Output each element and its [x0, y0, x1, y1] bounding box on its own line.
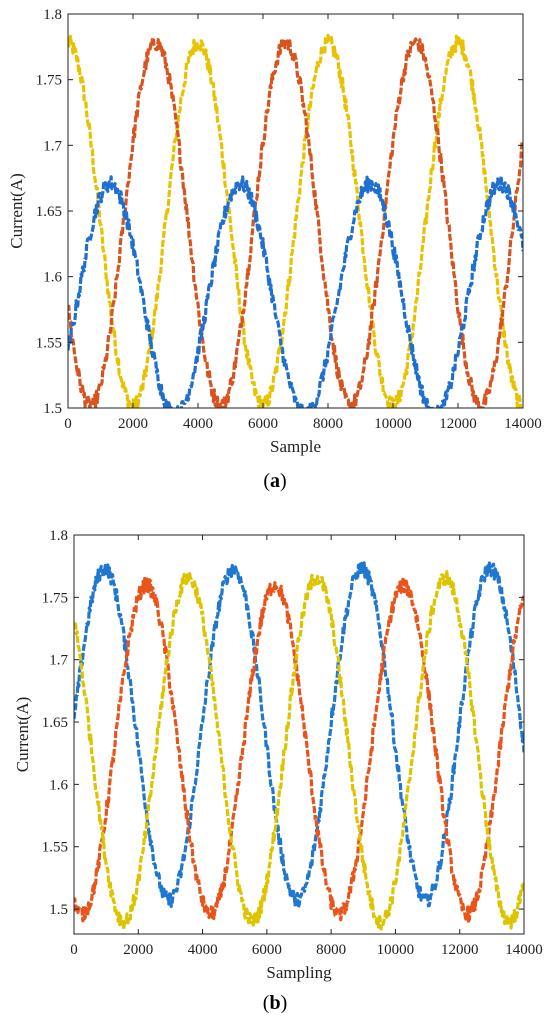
x-tick-label: 4000	[188, 942, 218, 958]
y-tick-label: 1.55	[42, 840, 68, 856]
series-line-3	[68, 174, 523, 408]
y-tick-label: 1.65	[42, 715, 68, 731]
chart-panel-a: 0 2000 4000 6000 8000 10000 12000 14000 1.5 1.55 1…	[0, 0, 550, 500]
y-tick-label: 1.65	[36, 204, 62, 220]
series-line-1	[74, 561, 524, 910]
y-tick-label: 1.55	[36, 335, 62, 351]
y-tick-label: 1.8	[49, 528, 68, 544]
y-tick-label: 1.5	[43, 401, 62, 417]
x-tick-label: 12000	[439, 416, 477, 432]
y-tick-label: 1.7	[43, 138, 62, 154]
x-tick-label: 0	[64, 416, 72, 432]
chart-panel-b: 0 2000 4000 6000 8000 10000 12000 14000 1.5 1.55 1…	[0, 515, 550, 1027]
x-tick-label: 6000	[252, 942, 282, 958]
y-tick-label: 1.6	[43, 270, 62, 286]
x-tick-label: 4000	[183, 416, 213, 432]
y-tick-label: 1.8	[43, 7, 62, 23]
y-tick-label: 1.75	[36, 73, 62, 89]
x-tick-label: 12000	[441, 942, 479, 958]
y-tick-label: 1.5	[49, 902, 68, 918]
x-axis-label: Sample	[270, 437, 321, 456]
x-tick-label: 10000	[377, 942, 415, 958]
x-tick-label: 6000	[248, 416, 278, 432]
x-tick-label: 8000	[313, 416, 343, 432]
x-tick-label: 2000	[118, 416, 148, 432]
chart-b: 0 2000 4000 6000 8000 10000 12000 14000 1.5 1.55 1…	[13, 528, 543, 982]
y-tick-label: 1.75	[42, 590, 68, 606]
plot-area	[68, 33, 523, 408]
series-line-2	[68, 36, 523, 408]
series-line-2	[74, 575, 524, 923]
chart-a: 0 2000 4000 6000 8000 10000 12000 14000 1.5 1.55 1…	[7, 7, 542, 456]
series-line-1	[68, 33, 523, 408]
x-tick-label: 14000	[505, 942, 543, 958]
x-tick-label: 10000	[374, 416, 412, 432]
axes-frame	[73, 534, 525, 935]
caption-b: (b)	[262, 992, 288, 1014]
caption-a: (a)	[263, 470, 287, 492]
y-axis-label: Current(A)	[13, 697, 32, 773]
x-axis-label: Sampling	[266, 963, 332, 982]
caption-a-letter: a	[270, 470, 280, 492]
y-tick-label: 1.6	[49, 777, 68, 793]
y-tick-label: 1.7	[49, 653, 68, 669]
caption-b-letter: b	[269, 992, 281, 1014]
x-tick-label: 0	[70, 942, 78, 958]
plot-area	[74, 561, 524, 931]
x-tick-label: 2000	[123, 942, 153, 958]
x-tick-label: 8000	[316, 942, 346, 958]
y-axis-label: Current(A)	[7, 173, 26, 249]
series-line-3	[74, 569, 524, 931]
x-tick-label: 14000	[504, 416, 542, 432]
